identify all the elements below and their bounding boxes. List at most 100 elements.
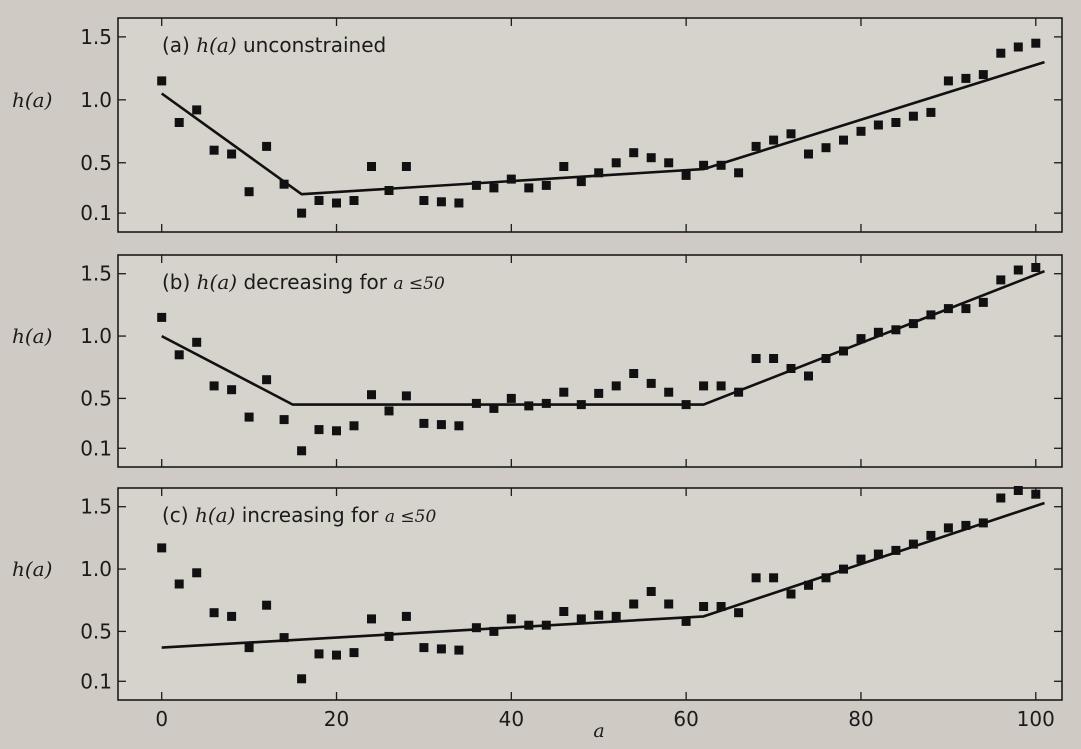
data-point: [192, 568, 202, 578]
data-point: [996, 275, 1006, 285]
data-point: [629, 148, 639, 158]
data-point: [961, 304, 971, 314]
data-point: [541, 398, 551, 408]
data-point: [908, 111, 918, 121]
data-point: [1031, 489, 1041, 499]
data-point: [961, 520, 971, 530]
data-point: [734, 168, 744, 178]
data-point: [209, 381, 219, 391]
data-point: [279, 179, 289, 189]
data-point: [734, 387, 744, 397]
data-point: [332, 198, 341, 208]
data-point: [227, 149, 237, 159]
data-point: [174, 118, 184, 127]
data-point: [384, 186, 394, 195]
data-point: [699, 602, 709, 611]
data-point: [804, 580, 813, 590]
data-point: [471, 180, 481, 190]
data-point: [926, 310, 936, 320]
data-point: [174, 350, 184, 360]
data-point: [664, 387, 674, 397]
fitted-line: [161, 501, 1045, 649]
data-point: [471, 623, 481, 633]
data-point: [943, 76, 953, 86]
data-point: [681, 170, 691, 180]
data-point: [297, 674, 307, 684]
y-tick-label: 0.5: [80, 386, 112, 410]
panels: 1.51.00.50.1h(a)(a) h(a) unconstrained1.…: [12, 17, 1063, 731]
data-point: [716, 381, 726, 391]
data-point: [996, 493, 1006, 503]
data-point: [332, 650, 341, 660]
data-point: [908, 319, 918, 329]
data-point: [297, 208, 307, 218]
data-point: [856, 554, 866, 564]
data-point: [314, 649, 324, 659]
data-point: [541, 180, 551, 190]
data-point: [524, 183, 534, 193]
data-point: [576, 614, 586, 624]
data-point: [244, 643, 254, 653]
data-point: [943, 304, 953, 314]
data-point: [681, 400, 691, 410]
data-point: [157, 76, 167, 86]
data-point: [646, 378, 656, 388]
y-tick-label: 1.0: [80, 88, 112, 112]
data-point: [349, 196, 359, 205]
data-point: [576, 400, 586, 410]
data-point: [1013, 265, 1023, 275]
data-point: [559, 607, 569, 616]
data-point: [716, 602, 726, 611]
data-point: [821, 354, 831, 363]
data-point: [559, 387, 569, 397]
panel-b: 1.5 1.0 0.5 0.1 h(a) (b) h(a) decreasing for …: [12, 254, 1063, 468]
data-point: [262, 600, 272, 610]
data-point: [1031, 263, 1041, 272]
data-point: [839, 564, 848, 574]
data-point: [681, 616, 691, 626]
data-point: [489, 403, 499, 413]
data-point: [367, 390, 376, 400]
data-point: [524, 620, 534, 630]
data-point: [821, 573, 831, 583]
data-point: [349, 421, 359, 431]
data-point: [244, 187, 254, 197]
y-tick-label: 1.5: [80, 262, 112, 286]
data-point: [891, 118, 901, 127]
data-point: [856, 126, 866, 136]
data-point: [559, 162, 569, 171]
y-axis-label: h(a): [12, 324, 52, 348]
data-point: [594, 388, 604, 398]
data-point: [1013, 42, 1023, 52]
data-point: [454, 421, 464, 431]
x-axis-label: a: [593, 720, 604, 742]
data-point: [454, 645, 464, 655]
y-tick-label: 0.5: [80, 619, 112, 643]
data-point: [541, 620, 551, 630]
y-axis-label: h(a): [12, 557, 52, 581]
y-tick-label: 1.5: [80, 495, 112, 519]
data-point: [629, 369, 639, 378]
data-point: [996, 48, 1006, 58]
data-point: [157, 312, 167, 322]
data-point: [594, 610, 604, 620]
data-point: [891, 545, 901, 555]
data-point: [786, 129, 796, 139]
data-point: [804, 149, 813, 159]
data-point: [926, 530, 936, 540]
fitted-line: [160, 60, 1045, 196]
data-point: [611, 381, 621, 391]
data-point: [769, 135, 779, 145]
data-point: [646, 587, 656, 596]
data-point: [157, 543, 167, 553]
data-point: [1013, 486, 1023, 495]
data-point: [227, 611, 237, 621]
data-point: [349, 648, 359, 658]
data-point: [978, 297, 988, 307]
data-point: [454, 198, 464, 208]
x-tick-label: 40: [499, 707, 524, 731]
data-point: [839, 346, 848, 356]
data-point: [873, 327, 883, 337]
data-point: [699, 381, 709, 391]
y-tick-label: 0.1: [80, 669, 112, 693]
